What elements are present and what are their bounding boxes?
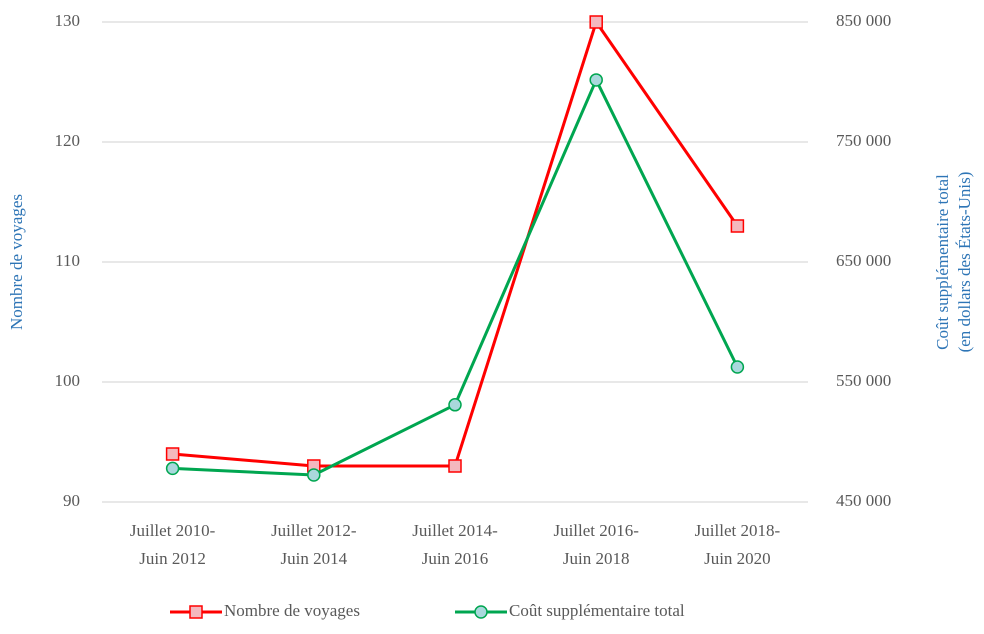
x-tick-line: Juin 2012 — [139, 549, 206, 568]
x-tick-line: Juillet 2018- — [695, 521, 781, 540]
x-tick-label: Juillet 2018- Juin 2020 — [695, 521, 781, 568]
y2-tick-label: 650 000 — [836, 251, 891, 270]
y2-axis-label: (en dollars des États-Unis) — [955, 172, 974, 353]
legend-label: Coût supplémentaire total — [509, 601, 685, 620]
y-tick-label: 100 — [55, 371, 81, 390]
y2-axis-label: Coût supplémentaire total — [933, 174, 952, 350]
legend-marker — [474, 605, 488, 619]
y-tick-label: 90 — [63, 491, 80, 510]
marker — [589, 15, 603, 29]
marker — [448, 459, 462, 473]
y2-tick-label: 850 000 — [836, 11, 891, 30]
x-tick-line: Juillet 2016- — [553, 521, 639, 540]
marker — [165, 447, 180, 461]
x-tick-line: Juin 2016 — [422, 549, 489, 568]
x-tick-line: Juin 2020 — [704, 549, 771, 568]
x-tick-line: Juillet 2010- — [130, 521, 216, 540]
x-tick-label: Juillet 2014- Juin 2016 — [412, 521, 498, 568]
legend-label: Nombre de voyages — [224, 601, 360, 620]
marker — [589, 73, 603, 87]
y-tick-label: 130 — [55, 11, 81, 30]
marker — [730, 219, 745, 233]
marker — [165, 461, 180, 476]
x-tick-line: Juin 2014 — [281, 549, 348, 568]
marker — [730, 360, 745, 374]
legend-marker — [189, 605, 203, 619]
y2-tick-label: 750 000 — [836, 131, 891, 150]
x-tick-label: Juillet 2012- Juin 2014 — [271, 521, 357, 568]
marker — [448, 398, 462, 412]
x-tick-line: Juillet 2012- — [271, 521, 357, 540]
x-tick-label: Juillet 2010- Juin 2012 — [130, 521, 216, 568]
line — [172, 76, 739, 477]
x-tick-line: Juillet 2014- — [412, 521, 498, 540]
y-tick-label: 120 — [55, 131, 81, 150]
y-tick-label: 110 — [55, 251, 80, 270]
marker — [307, 468, 321, 482]
y2-tick-label: 450 000 — [836, 491, 891, 510]
y-axis-label: Nombre de voyages — [7, 194, 26, 330]
x-tick-label: Juillet 2016- Juin 2018 — [553, 521, 639, 568]
y2-tick-label: 550 000 — [836, 371, 891, 390]
x-tick-line: Juin 2018 — [563, 549, 630, 568]
